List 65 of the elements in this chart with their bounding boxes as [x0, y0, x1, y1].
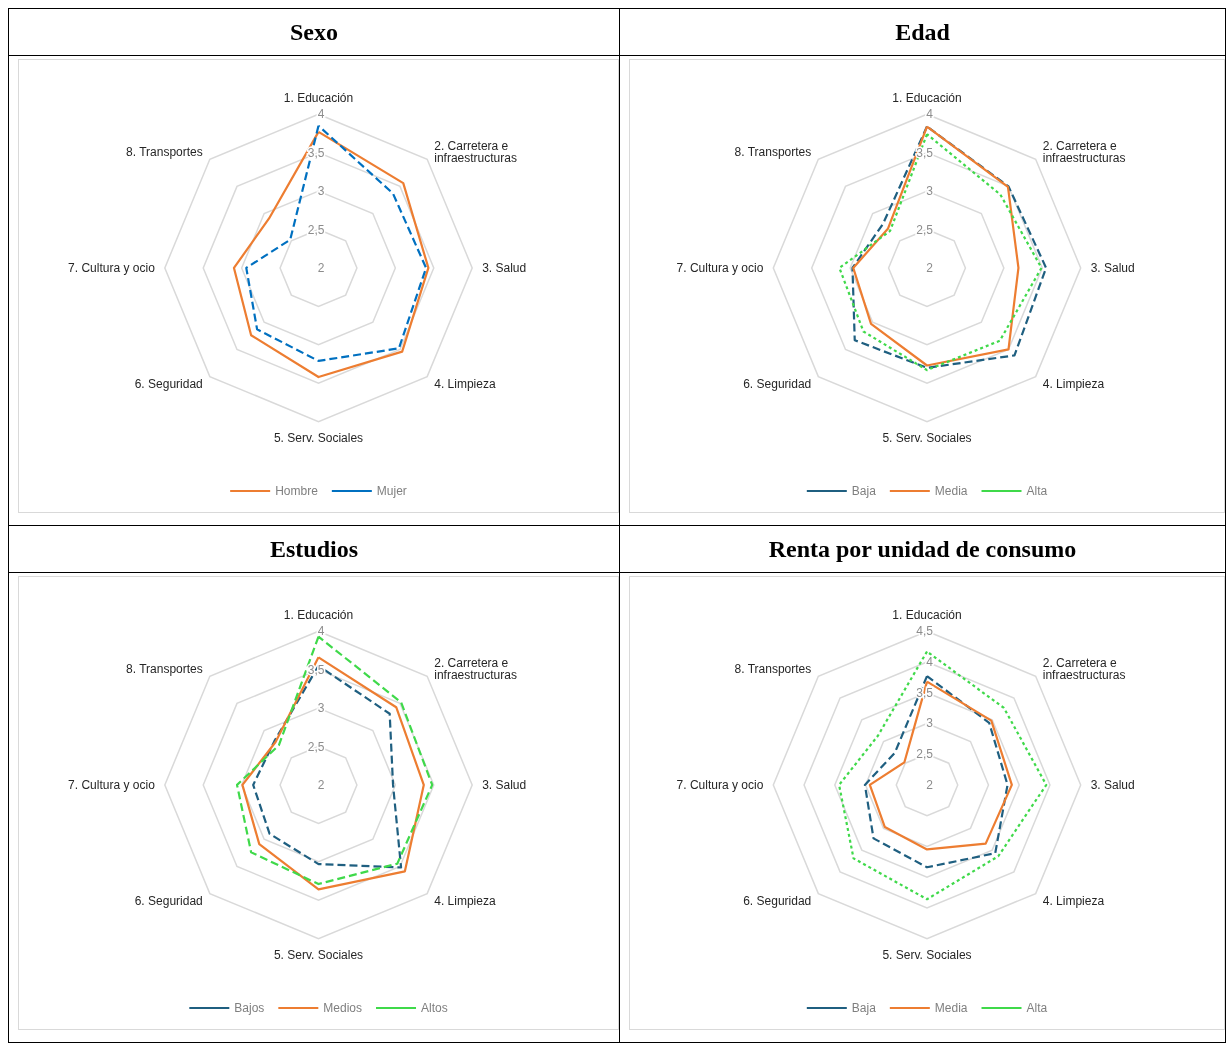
y-tick-label: 4 — [926, 654, 934, 669]
legend-label: Media — [934, 1001, 968, 1015]
y-tick-label: 2 — [926, 777, 934, 792]
legend-label: Altos — [421, 1001, 448, 1015]
y-tick-label: 3 — [317, 184, 325, 199]
spoke-label: 5. Serv. Sociales — [273, 430, 364, 445]
spoke-label: 7. Cultura y ocio — [68, 777, 156, 792]
y-tick-label: 2,5 — [307, 739, 325, 754]
spoke-label: 7. Cultura y ocio — [68, 260, 156, 275]
spoke-label: 3. Salud — [1090, 777, 1135, 792]
spoke-label: 4. Limpieza — [1042, 893, 1105, 908]
spoke-label: 1. Educación — [283, 608, 354, 623]
y-tick-label: 2 — [317, 777, 325, 792]
y-tick-label: 4,5 — [916, 624, 934, 639]
spoke-label: 4. Limpieza — [434, 376, 496, 391]
y-tick-label: 3 — [926, 184, 934, 199]
spoke-label: 8. Transportes — [734, 145, 812, 160]
spoke-label: 8. Transportes — [126, 145, 203, 160]
legend-label: Alta — [1026, 484, 1048, 498]
spoke-label: 3. Salud — [482, 777, 527, 792]
spoke-label: 8. Transportes — [734, 662, 812, 677]
spoke-label: 4. Limpieza — [434, 893, 496, 908]
spoke-label: 5. Serv. Sociales — [273, 947, 364, 962]
legend-label: Media — [934, 484, 968, 498]
chart-title: Edad — [620, 9, 1225, 56]
spoke-label: 6. Seguridad — [743, 893, 812, 908]
spoke-label: 7. Cultura y ocio — [676, 777, 764, 792]
y-tick-label: 4 — [317, 624, 325, 639]
spoke-label: 7. Cultura y ocio — [676, 260, 764, 275]
spoke-label: 8. Transportes — [126, 662, 203, 677]
y-tick-label: 2 — [317, 260, 325, 275]
y-tick-label: 2 — [926, 260, 934, 275]
spoke-label: 2. Carretera e infraestructuras — [434, 139, 517, 166]
y-tick-label: 4 — [317, 107, 325, 122]
spoke-label: 2. Carretera e infraestructuras — [434, 656, 517, 683]
y-tick-label: 4 — [926, 107, 934, 122]
legend-label: Bajos — [234, 1001, 265, 1015]
legend-label: Hombre — [275, 484, 319, 498]
spoke-label: 1. Educación — [892, 91, 962, 106]
spoke-label: 6. Seguridad — [134, 893, 203, 908]
spoke-label: 6. Seguridad — [743, 376, 812, 391]
legend-label: Baja — [851, 1001, 877, 1015]
legend-label: Alta — [1026, 1001, 1048, 1015]
spoke-label: 2. Carretera e infraestructuras — [1042, 139, 1126, 166]
y-tick-label: 2,5 — [916, 747, 934, 762]
spoke-label: 3. Salud — [1090, 260, 1135, 275]
legend-label: Mujer — [376, 484, 407, 498]
spoke-label: 1. Educación — [283, 91, 354, 106]
spoke-label: 5. Serv. Sociales — [882, 430, 972, 445]
chart-title: Sexo — [9, 9, 619, 56]
chart-title: Estudios — [9, 526, 619, 573]
y-tick-label: 2,5 — [916, 222, 934, 237]
chart-title: Renta por unidad de consumo — [620, 526, 1225, 573]
legend-label: Baja — [851, 484, 877, 498]
y-tick-label: 3 — [317, 701, 325, 716]
spoke-label: 2. Carretera e infraestructuras — [1042, 656, 1126, 683]
spoke-label: 4. Limpieza — [1042, 376, 1105, 391]
spoke-label: 6. Seguridad — [134, 376, 203, 391]
spoke-label: 1. Educación — [892, 608, 962, 623]
y-tick-label: 2,5 — [307, 222, 325, 237]
spoke-label: 3. Salud — [482, 260, 527, 275]
spoke-label: 5. Serv. Sociales — [882, 947, 972, 962]
legend-label: Medios — [323, 1001, 363, 1015]
y-tick-label: 3 — [926, 716, 934, 731]
y-tick-label: 3,5 — [916, 145, 934, 160]
